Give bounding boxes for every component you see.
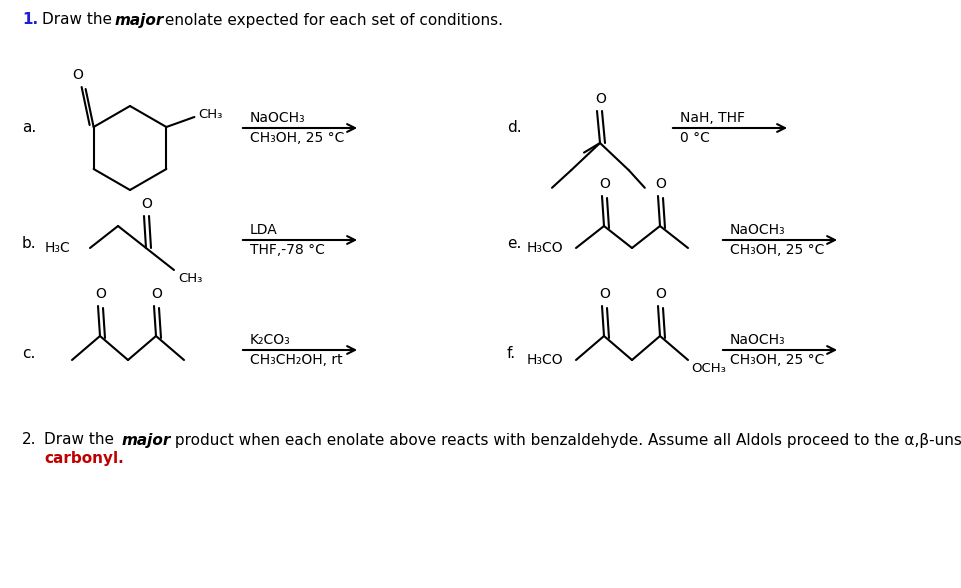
Text: NaOCH₃: NaOCH₃ — [250, 111, 306, 125]
Text: major: major — [122, 433, 171, 447]
Text: product when each enolate above reacts with benzaldehyde. Assume all Aldols proc: product when each enolate above reacts w… — [170, 433, 961, 447]
Text: O: O — [655, 177, 666, 191]
Text: Draw the: Draw the — [44, 433, 119, 447]
Text: CH₃OH, 25 °C: CH₃OH, 25 °C — [730, 353, 825, 367]
Text: O: O — [141, 197, 153, 211]
Text: NaOCH₃: NaOCH₃ — [730, 223, 786, 237]
Text: c.: c. — [22, 346, 36, 360]
Text: 2.: 2. — [22, 433, 37, 447]
Text: NaOCH₃: NaOCH₃ — [730, 333, 786, 347]
Text: CH₃CH₂OH, rt: CH₃CH₂OH, rt — [250, 353, 343, 367]
Text: O: O — [72, 68, 83, 82]
Text: H₃CO: H₃CO — [527, 353, 563, 367]
Text: OCH₃: OCH₃ — [691, 362, 726, 375]
Text: O: O — [152, 287, 162, 301]
Text: major: major — [115, 12, 164, 28]
Text: 0 °C: 0 °C — [680, 131, 710, 145]
Text: a.: a. — [22, 121, 37, 135]
Text: O: O — [600, 177, 610, 191]
Text: H₃C: H₃C — [45, 241, 71, 255]
Text: d.: d. — [507, 121, 522, 135]
Text: O: O — [655, 287, 666, 301]
Text: O: O — [596, 92, 606, 106]
Text: O: O — [600, 287, 610, 301]
Text: enolate expected for each set of conditions.: enolate expected for each set of conditi… — [160, 12, 503, 28]
Text: CH₃OH, 25 °C: CH₃OH, 25 °C — [730, 243, 825, 257]
Text: carbonyl.: carbonyl. — [44, 450, 124, 466]
Text: THF,-78 °C: THF,-78 °C — [250, 243, 325, 257]
Text: NaH, THF: NaH, THF — [680, 111, 745, 125]
Text: K₂CO₃: K₂CO₃ — [250, 333, 291, 347]
Text: O: O — [95, 287, 107, 301]
Text: CH₃: CH₃ — [178, 272, 203, 285]
Text: CH₃OH, 25 °C: CH₃OH, 25 °C — [250, 131, 344, 145]
Text: Draw the: Draw the — [42, 12, 117, 28]
Text: H₃CO: H₃CO — [527, 241, 563, 255]
Text: CH₃: CH₃ — [198, 109, 223, 122]
Text: e.: e. — [507, 236, 522, 250]
Text: f.: f. — [507, 346, 516, 360]
Text: b.: b. — [22, 236, 37, 250]
Text: 1.: 1. — [22, 12, 38, 28]
Text: LDA: LDA — [250, 223, 278, 237]
